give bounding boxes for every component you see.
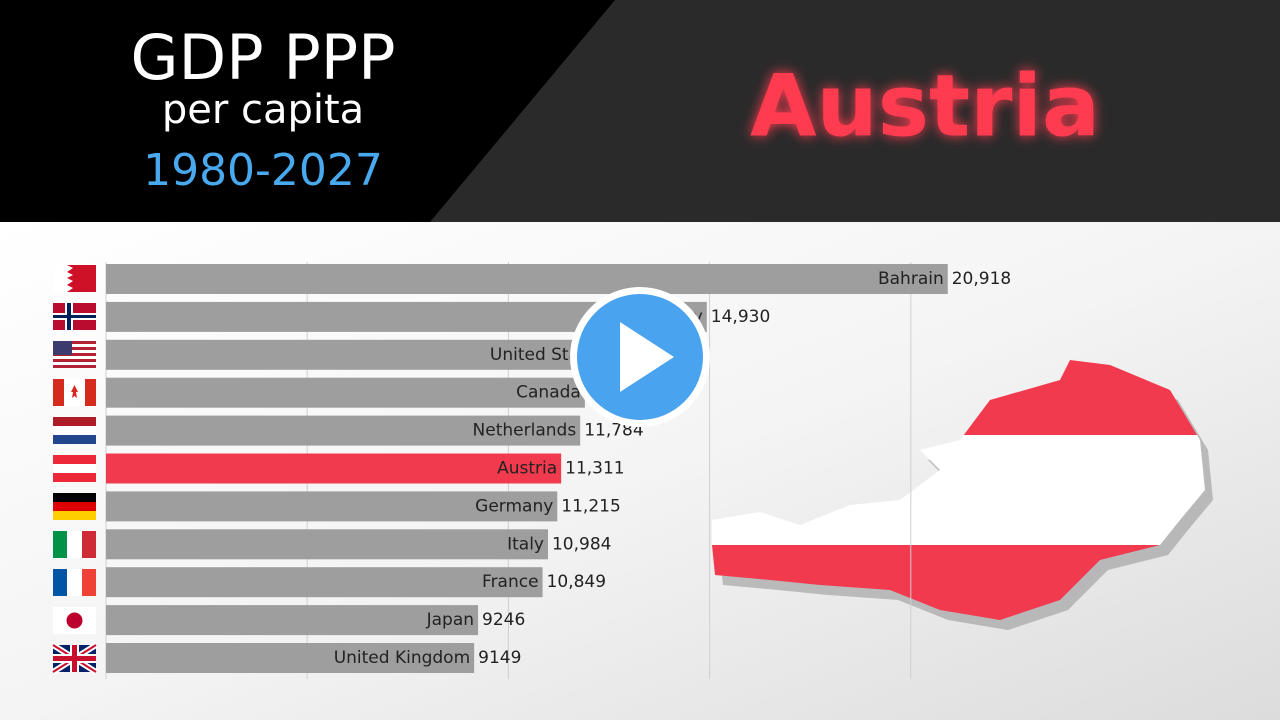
value-label: 20,918 — [952, 269, 1011, 289]
period: 1980-2027 — [143, 145, 383, 196]
bar-category-label: Bahrain — [878, 269, 944, 289]
bar — [106, 529, 548, 560]
bar-category-label: United Kingdom — [334, 648, 470, 668]
bar — [106, 339, 609, 370]
value-label: 9246 — [482, 610, 525, 630]
bar — [106, 377, 585, 408]
bar-category-label: France — [482, 572, 539, 592]
value-label: 11,311 — [565, 459, 624, 479]
header-left — [0, 0, 615, 222]
bar-category-label: Canada — [516, 383, 581, 403]
bar-category-label: Austria — [497, 459, 557, 479]
play-button[interactable] — [570, 287, 710, 427]
bar — [106, 567, 543, 598]
bar — [106, 643, 475, 673]
subtitle: per capita — [162, 87, 364, 133]
bar — [106, 605, 479, 636]
flags — [51, 265, 98, 675]
bar — [106, 264, 948, 294]
value-label: 11,215 — [561, 496, 620, 516]
value-label: 10,849 — [547, 572, 606, 592]
bar-category-label: Germany — [475, 496, 553, 516]
bar-category-label: Italy — [507, 534, 544, 554]
value-label: 9149 — [478, 648, 521, 668]
title: GDP PPP — [130, 21, 395, 94]
bar-category-label: Netherlands — [473, 421, 577, 441]
bar-category-label: Japan — [426, 610, 474, 630]
bar — [106, 491, 558, 522]
value-label: 14,930 — [711, 307, 770, 327]
country-title: Austria — [750, 56, 1100, 156]
value-label: 10,984 — [552, 534, 611, 554]
bar — [106, 415, 581, 446]
bar — [106, 453, 562, 484]
